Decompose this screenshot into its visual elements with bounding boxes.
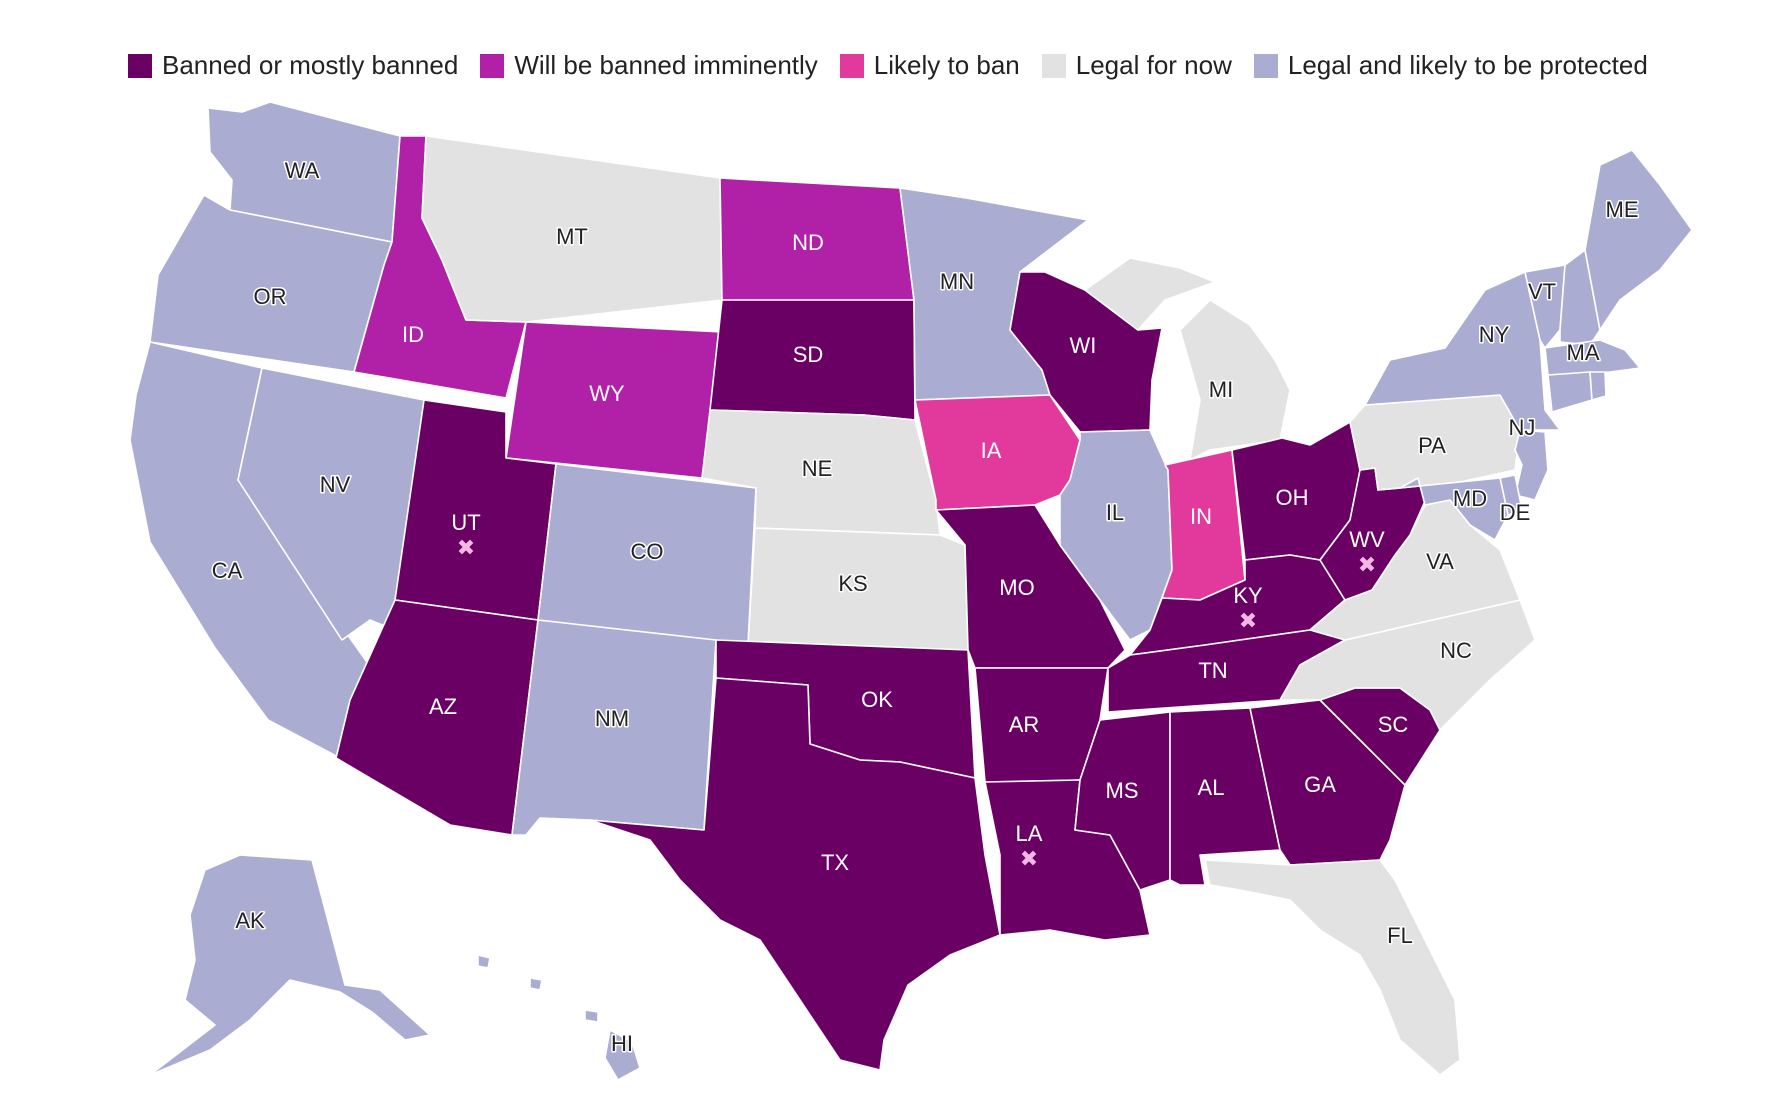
state-label-OR: OR [254, 284, 287, 309]
state-CT[interactable] [1547, 371, 1593, 413]
legend-swatch-legal [1041, 53, 1066, 78]
state-label-OH: OH [1276, 485, 1309, 510]
state-label-MI: MI [1209, 377, 1233, 402]
state-label-TN: TN [1198, 658, 1227, 683]
legend-swatch-protected [1253, 53, 1278, 78]
state-label-NC: NC [1440, 638, 1472, 663]
state-marker-icon-UT: ✖ [457, 536, 475, 561]
state-marker-icon-LA: ✖ [1020, 847, 1038, 872]
state-RI[interactable] [1589, 371, 1607, 401]
state-label-NE: NE [802, 456, 833, 481]
state-label-MA: MA [1567, 340, 1600, 365]
legend-item-banned: Banned or mostly banned [128, 50, 458, 81]
state-WI[interactable] [1009, 271, 1163, 433]
state-label-CO: CO [631, 539, 664, 564]
state-MI[interactable] [1084, 257, 1291, 461]
state-label-PA: PA [1418, 433, 1446, 458]
state-label-IN: IN [1190, 504, 1212, 529]
state-label-KY: KY [1233, 583, 1263, 608]
state-label-LA: LA [1016, 821, 1043, 846]
state-IL[interactable] [1059, 429, 1173, 641]
state-label-WY: WY [589, 381, 625, 406]
state-label-OK: OK [861, 687, 893, 712]
state-label-VA: VA [1426, 549, 1454, 574]
legend-label-likely: Likely to ban [873, 50, 1020, 80]
legend-swatch-banned [128, 53, 152, 78]
state-label-DE: DE [1500, 500, 1531, 525]
state-MD[interactable] [1399, 477, 1509, 541]
state-label-MO: MO [999, 575, 1034, 600]
state-label-WI: WI [1070, 333, 1097, 358]
state-label-MT: MT [556, 224, 588, 249]
state-HI[interactable] [477, 954, 641, 1081]
state-label-ND: ND [792, 230, 824, 255]
legend-item-imminent: Will be banned imminently [480, 50, 818, 81]
legend-label-protected: Legal and likely to be protected [1287, 50, 1648, 80]
state-label-NJ: NJ [1509, 415, 1536, 440]
state-label-AK: AK [235, 908, 265, 933]
state-label-NY: NY [1479, 322, 1510, 347]
state-label-HI: HI [611, 1031, 633, 1056]
state-AK[interactable] [149, 854, 431, 1076]
state-ME[interactable] [1584, 149, 1693, 331]
state-label-WA: WA [285, 158, 320, 183]
state-NJ[interactable] [1514, 429, 1549, 501]
state-label-NV: NV [320, 472, 351, 497]
state-label-MN: MN [940, 269, 974, 294]
state-marker-icon-KY: ✖ [1239, 609, 1257, 634]
state-label-SD: SD [793, 342, 824, 367]
state-label-IL: IL [1106, 500, 1124, 525]
state-label-UT: UT [451, 510, 480, 535]
state-label-IA: IA [981, 438, 1002, 463]
legend-swatch-likely [839, 53, 864, 78]
state-label-CA: CA [212, 558, 243, 583]
state-FL[interactable] [1204, 859, 1461, 1076]
state-TX[interactable] [589, 677, 1001, 1071]
state-label-SC: SC [1378, 712, 1409, 737]
state-label-MD: MD [1453, 486, 1487, 511]
legend-label-imminent: Will be banned imminently [514, 50, 818, 80]
state-label-FL: FL [1387, 923, 1413, 948]
legend-swatch-imminent [480, 53, 505, 78]
state-marker-icon-WV: ✖ [1358, 553, 1376, 578]
legend-item-legal: Legal for now [1041, 50, 1232, 81]
state-label-NM: NM [595, 706, 629, 731]
legend-item-likely: Likely to ban [839, 50, 1020, 81]
state-label-AL: AL [1198, 775, 1225, 800]
state-label-MS: MS [1106, 778, 1139, 803]
legend-label-legal: Legal for now [1075, 50, 1232, 80]
state-label-WV: WV [1349, 527, 1385, 552]
state-MO[interactable] [935, 504, 1126, 669]
map-legend: Banned or mostly banned Will be banned i… [128, 50, 1648, 81]
state-NM[interactable] [511, 619, 717, 836]
legend-label-banned: Banned or mostly banned [162, 50, 459, 80]
state-label-ID: ID [402, 322, 424, 347]
state-VT[interactable] [1524, 264, 1566, 349]
state-label-KS: KS [838, 571, 867, 596]
state-label-VT: VT [1528, 279, 1556, 304]
state-label-GA: GA [1304, 772, 1336, 797]
state-label-TX: TX [821, 850, 849, 875]
legend-item-protected: Legal and likely to be protected [1253, 50, 1648, 81]
state-label-AR: AR [1009, 712, 1040, 737]
state-label-ME: ME [1606, 197, 1639, 222]
state-label-AZ: AZ [429, 694, 457, 719]
